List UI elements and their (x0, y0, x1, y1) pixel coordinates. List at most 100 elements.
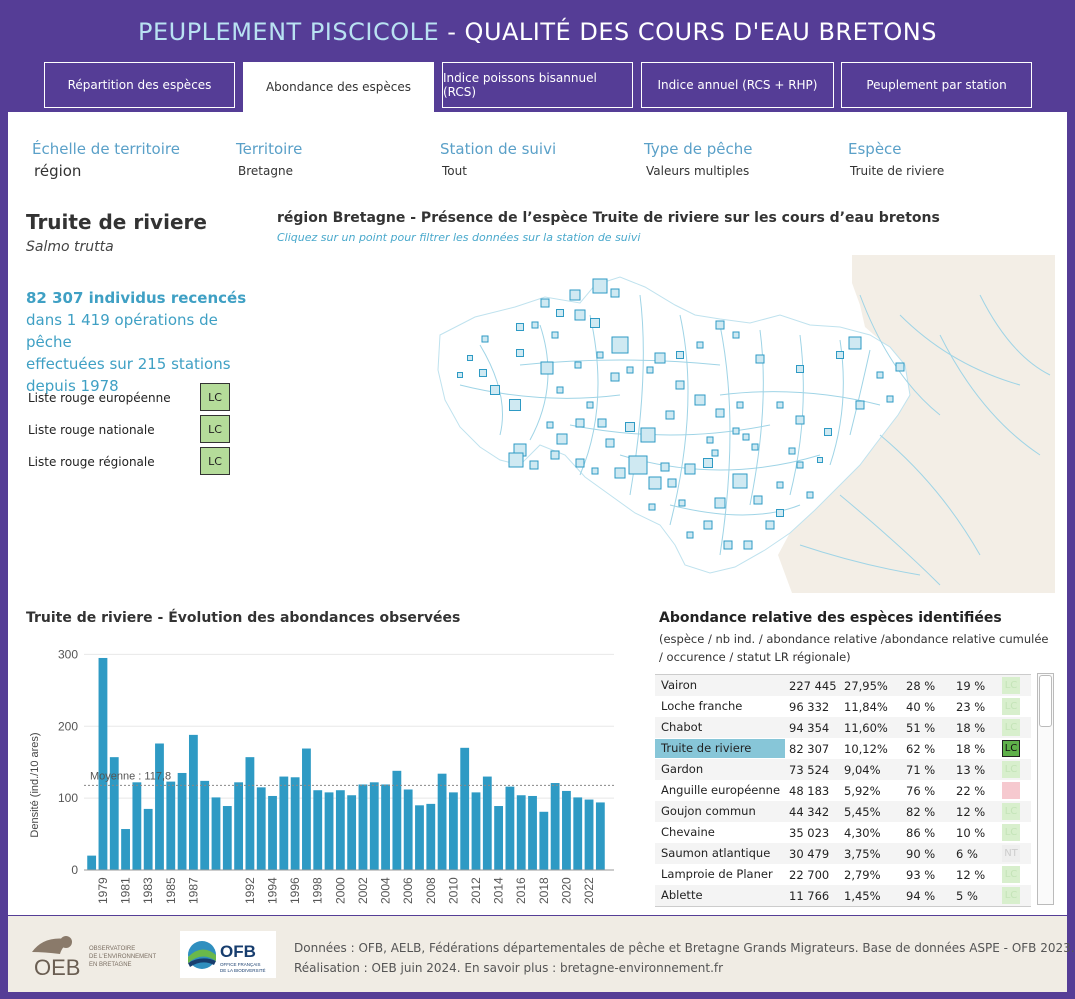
station-marker[interactable] (540, 298, 550, 308)
station-marker[interactable] (550, 450, 560, 460)
station-marker[interactable] (715, 408, 725, 418)
table-row[interactable]: Truite de riviere 82 307 10,12% 62 % 18 % LC (655, 738, 1031, 759)
bar-2006[interactable] (403, 789, 413, 871)
station-marker[interactable] (481, 335, 489, 343)
tab-peuplement-station[interactable]: Peuplement par station (841, 62, 1032, 108)
bar-2011[interactable] (460, 747, 470, 870)
footer-realisation[interactable]: Réalisation : OEB juin 2024. En savoir p… (294, 961, 724, 975)
tab-indice-annuel[interactable]: Indice annuel (RCS + RHP) (641, 62, 834, 108)
station-marker[interactable] (592, 278, 608, 294)
table-row[interactable]: Loche franche 96 332 11,84% 40 % 23 % LC (655, 696, 1031, 717)
bar-2022[interactable] (584, 799, 594, 870)
station-marker[interactable] (675, 380, 685, 390)
station-marker[interactable] (667, 478, 677, 488)
filter-value[interactable]: région (34, 162, 82, 180)
station-marker[interactable] (855, 400, 865, 410)
filter-echelle[interactable]: Échelle de territoire région (32, 140, 180, 180)
bar-2017[interactable] (528, 795, 537, 870)
station-marker[interactable] (648, 503, 656, 511)
station-marker[interactable] (796, 365, 804, 373)
station-marker[interactable] (714, 497, 726, 509)
station-marker[interactable] (824, 428, 832, 436)
bar-1990[interactable] (222, 806, 232, 870)
oeb-logo[interactable]: OEB OBSERVATOIRE DE L'ENVIRONNEMENT EN B… (30, 930, 170, 984)
filter-value[interactable]: Valeurs multiples (646, 164, 750, 178)
bar-1992[interactable] (245, 757, 255, 870)
scrollbar-thumb[interactable] (1039, 675, 1052, 727)
bar-2005[interactable] (392, 770, 402, 870)
station-marker[interactable] (676, 351, 684, 359)
station-marker[interactable] (625, 422, 635, 432)
table-row[interactable]: Chabot 94 354 11,60% 51 % 18 % LC (655, 717, 1031, 738)
bar-2009[interactable] (437, 773, 447, 870)
filter-type-peche[interactable]: Type de pêche Valeurs multiples (644, 140, 752, 178)
station-marker[interactable] (694, 394, 706, 406)
station-marker[interactable] (605, 438, 615, 448)
station-marker[interactable] (575, 418, 585, 428)
bar-1986[interactable] (177, 772, 187, 870)
station-marker[interactable] (509, 399, 521, 411)
station-marker[interactable] (646, 366, 654, 374)
bar-2010[interactable] (448, 792, 458, 870)
station-marker[interactable] (574, 309, 586, 321)
station-marker[interactable] (626, 366, 634, 374)
bar-1983[interactable] (143, 808, 153, 870)
bar-2021[interactable] (573, 797, 583, 870)
bar-2018[interactable] (539, 811, 549, 870)
bar-1982[interactable] (132, 782, 142, 870)
station-marker[interactable] (776, 481, 784, 489)
station-marker[interactable] (508, 452, 524, 468)
station-marker[interactable] (575, 458, 585, 468)
station-marker[interactable] (479, 369, 487, 377)
brittany-map[interactable] (420, 255, 1055, 593)
station-marker[interactable] (806, 491, 814, 499)
station-marker[interactable] (611, 336, 629, 354)
station-marker[interactable] (732, 427, 740, 435)
station-marker[interactable] (895, 362, 905, 372)
bar-1980[interactable] (109, 757, 119, 870)
station-marker[interactable] (640, 427, 656, 443)
bar-2001[interactable] (347, 795, 357, 870)
station-marker[interactable] (654, 352, 666, 364)
bar-1997[interactable] (302, 748, 311, 870)
station-marker[interactable] (876, 371, 884, 379)
bar-1978[interactable] (87, 855, 97, 870)
bar-2004[interactable] (381, 784, 390, 870)
station-marker[interactable] (703, 458, 713, 468)
filter-value[interactable]: Bretagne (238, 164, 293, 178)
station-marker[interactable] (751, 443, 759, 451)
bar-2020[interactable] (562, 790, 571, 870)
bar-1984[interactable] (155, 743, 164, 871)
bar-1991[interactable] (234, 782, 244, 870)
station-marker[interactable] (684, 463, 696, 475)
bar-1995[interactable] (279, 776, 289, 870)
station-marker[interactable] (732, 473, 748, 489)
station-marker[interactable] (648, 476, 662, 490)
table-row[interactable]: Vairon 227 445 27,95% 28 % 19 % LC (655, 675, 1031, 696)
abundance-table[interactable]: Vairon 227 445 27,95% 28 % 19 % LC Loche franc… (655, 674, 1031, 907)
station-marker[interactable] (755, 354, 765, 364)
station-marker[interactable] (574, 361, 582, 369)
bar-1988[interactable] (200, 780, 210, 870)
station-marker[interactable] (796, 461, 804, 469)
bar-1998[interactable] (313, 790, 323, 870)
bar-2015[interactable] (505, 786, 515, 870)
ofb-logo[interactable]: OFB OFFICE FRANÇAIS DE LA BIODIVERSITÉ (180, 931, 276, 978)
station-marker[interactable] (490, 385, 500, 395)
station-marker[interactable] (467, 355, 473, 361)
station-marker[interactable] (660, 462, 670, 472)
station-marker[interactable] (597, 418, 607, 428)
tab-repartition[interactable]: Répartition des espèces (44, 62, 235, 108)
station-marker[interactable] (665, 410, 675, 420)
station-marker[interactable] (696, 341, 704, 349)
station-marker[interactable] (686, 531, 694, 539)
bar-1994[interactable] (268, 795, 277, 870)
station-marker[interactable] (776, 509, 784, 517)
station-marker[interactable] (546, 421, 554, 429)
bar-1985[interactable] (166, 781, 176, 870)
bar-1979[interactable] (98, 657, 108, 870)
station-marker[interactable] (591, 467, 599, 475)
tab-indice-bisannuel[interactable]: Indice poissons bisannuel (RCS) (442, 62, 633, 108)
station-marker[interactable] (516, 349, 524, 357)
station-marker[interactable] (886, 395, 894, 403)
